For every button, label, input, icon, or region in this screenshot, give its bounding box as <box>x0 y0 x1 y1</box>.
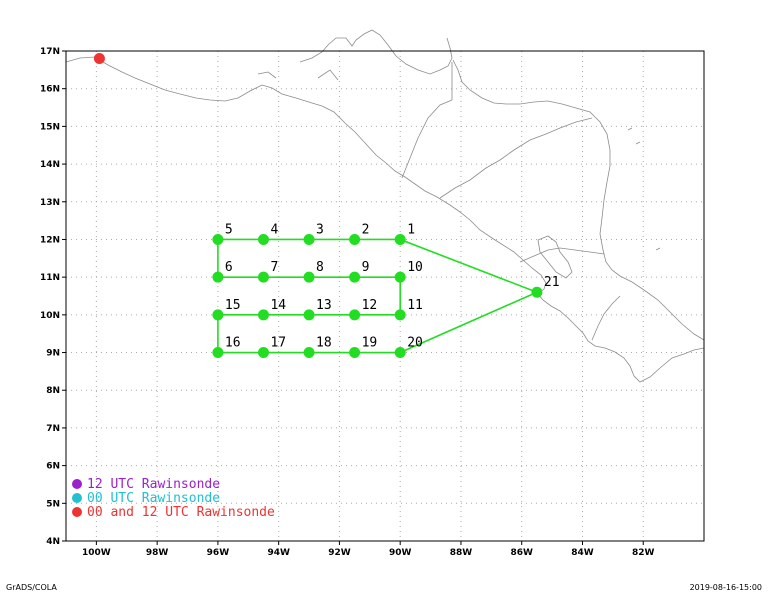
waypoint-label: 5 <box>225 222 233 237</box>
waypoint-label: 16 <box>225 336 241 351</box>
waypoint-marker <box>394 271 406 283</box>
central-america-pacific-coast <box>321 105 705 383</box>
lat-tick-label: 16N <box>40 85 60 95</box>
track-line <box>217 238 538 354</box>
waypoint-marker <box>212 347 224 359</box>
waypoint-marker <box>257 271 269 283</box>
waypoint-marker <box>303 309 315 321</box>
lon-tick-label: 86W <box>510 548 533 558</box>
waypoint-marker <box>303 233 315 245</box>
waypoint-marker <box>212 309 224 321</box>
waypoint-marker <box>531 286 543 298</box>
waypoint-marker <box>349 233 361 245</box>
waypoint-label: 7 <box>270 260 278 275</box>
coastal-islands <box>257 69 661 251</box>
lon-tick-label: 82W <box>632 548 655 558</box>
lon-tick-label: 92W <box>328 548 351 558</box>
lon-tick-label: 94W <box>267 548 290 558</box>
waypoint-label: 17 <box>270 336 286 351</box>
waypoint-marker <box>257 233 269 245</box>
waypoint-marker <box>349 347 361 359</box>
lat-tick-label: 9N <box>46 349 60 359</box>
waypoint-label: 21 <box>544 275 560 290</box>
waypoint-label: 12 <box>362 298 378 313</box>
legend-label: 12 UTC Rawinsonde <box>87 477 220 492</box>
waypoint-label: 1 <box>407 222 415 237</box>
waypoint-marker <box>349 309 361 321</box>
waypoint-marker <box>303 271 315 283</box>
legend-marker <box>72 507 82 517</box>
map-frame <box>65 50 705 542</box>
waypoint-label: 15 <box>225 298 241 313</box>
waypoint-marker <box>303 347 315 359</box>
lake-nicaragua <box>537 235 573 279</box>
waypoint-label: 20 <box>407 336 423 351</box>
waypoint-marker <box>257 309 269 321</box>
lat-tick-label: 10N <box>40 311 60 321</box>
lon-tick-label: 98W <box>146 548 169 558</box>
gulf-coast <box>299 29 453 75</box>
lat-tick-label: 5N <box>46 499 60 509</box>
graticule <box>66 51 704 541</box>
waypoint-marker <box>394 309 406 321</box>
waypoint-marker <box>212 271 224 283</box>
caribbean-coast <box>452 59 705 341</box>
lon-tick-label: 100W <box>82 548 111 558</box>
waypoint-marker <box>212 233 224 245</box>
lat-tick-label: 6N <box>46 462 60 472</box>
waypoint-label: 19 <box>362 336 378 351</box>
waypoint-label: 11 <box>407 298 423 313</box>
legend-label: 00 and 12 UTC Rawinsonde <box>87 505 275 520</box>
rawinsonde-sites <box>93 53 105 65</box>
legend-label: 00 UTC Rawinsonde <box>87 491 220 506</box>
lat-tick-label: 11N <box>40 273 60 283</box>
legend-marker <box>72 479 82 489</box>
waypoint-label: 9 <box>362 260 370 275</box>
waypoint-label: 4 <box>270 222 278 237</box>
waypoint-label: 14 <box>270 298 286 313</box>
waypoint-label: 6 <box>225 260 233 275</box>
waypoint-label: 10 <box>407 260 423 275</box>
waypoint-marker <box>394 347 406 359</box>
legend-marker <box>72 493 82 503</box>
lat-tick-label: 7N <box>46 424 60 434</box>
waypoint-label: 18 <box>316 336 332 351</box>
flight-track <box>217 238 538 354</box>
footer-left: GrADS/COLA <box>6 583 57 592</box>
lat-tick-label: 4N <box>46 537 60 547</box>
lat-tick-label: 8N <box>46 386 60 396</box>
waypoint-label: 8 <box>316 260 324 275</box>
waypoint-marker <box>257 347 269 359</box>
lon-tick-label: 88W <box>450 548 473 558</box>
lon-tick-label: 96W <box>207 548 230 558</box>
waypoint-marker <box>394 233 406 245</box>
waypoint-label: 13 <box>316 298 332 313</box>
waypoint-label: 2 <box>362 222 370 237</box>
lat-tick-label: 13N <box>40 198 60 208</box>
coastline <box>65 29 705 383</box>
footer-right: 2019-08-16-15:00 <box>690 583 762 592</box>
lat-tick-label: 12N <box>40 235 60 245</box>
lon-tick-label: 84W <box>571 548 594 558</box>
country-borders <box>401 62 621 341</box>
axis-ticks: 100W 98W 96W 94W 92W 90W 88W 86W 84W 82W 4N 5N 6N 7N 8… <box>40 47 655 558</box>
lat-tick-label: 15N <box>40 122 60 132</box>
lat-tick-label: 14N <box>40 160 60 170</box>
rawinsonde-site-marker <box>93 53 105 65</box>
waypoint-label: 3 <box>316 222 324 237</box>
waypoint-marker <box>349 271 361 283</box>
lat-tick-label: 17N <box>40 47 60 57</box>
mexico-pacific-coast <box>65 56 323 107</box>
lon-tick-label: 90W <box>389 548 412 558</box>
